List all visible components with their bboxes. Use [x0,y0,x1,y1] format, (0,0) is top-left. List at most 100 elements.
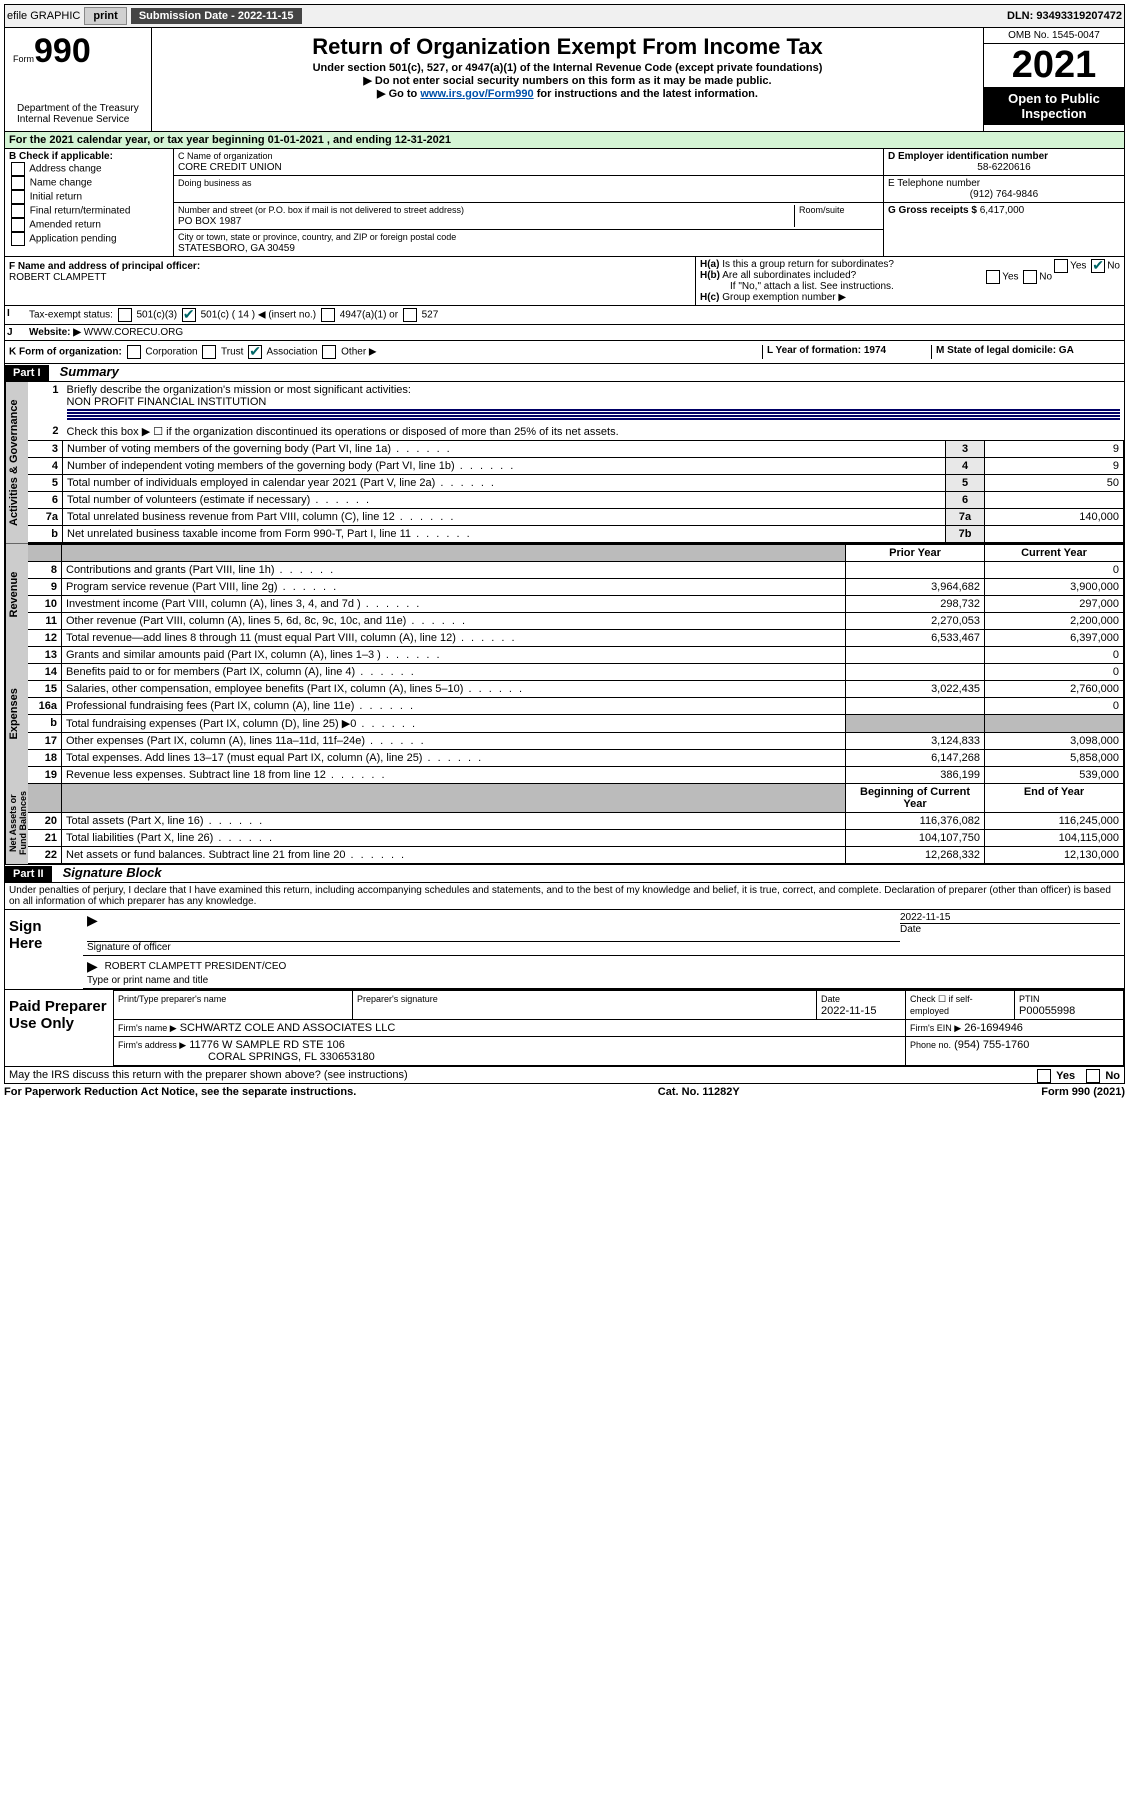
subtitle-1: Under section 501(c), 527, or 4947(a)(1)… [156,62,979,74]
table-row: 22Net assets or fund balances. Subtract … [27,847,1124,864]
chk-final-return[interactable]: Final return/terminated [9,204,169,218]
print-button[interactable]: print [84,7,126,25]
ha-no[interactable] [1091,259,1105,273]
website-row: J Website: ▶ WWW.CORECU.ORG [4,325,1125,341]
chk-other[interactable] [322,345,336,359]
chk-initial-return[interactable]: Initial return [9,190,169,204]
subtitle-2: Do not enter social security numbers on … [156,74,979,87]
omb-number: OMB No. 1545-0047 [984,28,1124,44]
box-c: C Name of organizationCORE CREDIT UNION … [174,149,884,256]
firm-addr1: 11776 W SAMPLE RD STE 106 [189,1039,345,1051]
hb-yes[interactable] [986,270,1000,284]
table-row: 20Total assets (Part X, line 16)116,376,… [27,813,1124,830]
table-row: 10Investment income (Part VIII, column (… [27,596,1124,613]
table-row: 8Contributions and grants (Part VIII, li… [27,562,1124,579]
hb-no[interactable] [1023,270,1037,284]
chk-pending[interactable]: Application pending [9,232,169,246]
status-website-block: I Tax-exempt status: 501(c)(3) 501(c) ( … [4,306,1125,325]
submission-date: Submission Date - 2022-11-15 [131,8,302,24]
officer-name: ROBERT CLAMPETT PRESIDENT/CEO [105,961,287,972]
chk-name-change[interactable]: Name change [9,176,169,190]
chk-corp[interactable] [127,345,141,359]
gross-receipts: 6,417,000 [980,205,1025,216]
table-row: 14Benefits paid to or for members (Part … [27,664,1124,681]
declaration: Under penalties of perjury, I declare th… [4,883,1125,910]
form-title: Return of Organization Exempt From Incom… [156,34,979,60]
table-row: 18Total expenses. Add lines 13–17 (must … [27,750,1124,767]
phone: (912) 764-9846 [888,189,1120,200]
form-header: Form990 Department of the Treasury Inter… [4,28,1125,132]
chk-assoc[interactable] [248,345,262,359]
tab-expenses: Expenses [5,645,28,783]
table-row: 17Other expenses (Part IX, column (A), l… [27,733,1124,750]
v4: 9 [985,458,1124,475]
officer-group-block: F Name and address of principal officer:… [4,257,1125,306]
chk-4947[interactable] [321,308,335,322]
prep-date: 2022-11-15 [821,1005,876,1017]
table-row: 9Program service revenue (Part VIII, lin… [27,579,1124,596]
box-d: D Employer identification number58-62206… [884,149,1124,256]
top-toolbar: efile GRAPHIC print Submission Date - 20… [4,4,1125,28]
v7a: 140,000 [985,509,1124,526]
chk-trust[interactable] [202,345,216,359]
firm-name: SCHWARTZ COLE AND ASSOCIATES LLC [180,1022,396,1034]
chk-amended[interactable]: Amended return [9,218,169,232]
table-row: 12Total revenue—add lines 8 through 11 (… [27,630,1124,647]
v7b [985,526,1124,543]
dln-label: DLN: 93493319207472 [1007,10,1122,22]
may-yes[interactable] [1037,1069,1051,1083]
table-row: 21Total liabilities (Part X, line 26)104… [27,830,1124,847]
street-address: PO BOX 1987 [178,216,241,227]
firm-ein: 26-1694946 [964,1022,1023,1034]
ptin: P00055998 [1019,1005,1075,1017]
v6 [985,492,1124,509]
line-a: For the 2021 calendar year, or tax year … [4,132,1125,149]
year-formation: L Year of formation: 1974 [767,345,886,356]
tab-netassets: Net Assets or Fund Balances [5,782,28,864]
chk-527[interactable] [403,308,417,322]
subtitle-3: Go to www.irs.gov/Form990 for instructio… [156,87,979,100]
chk-501c3[interactable] [118,308,132,322]
table-row: 11Other revenue (Part VIII, column (A), … [27,613,1124,630]
form-number: 990 [34,32,91,70]
mission: NON PROFIT FINANCIAL INSTITUTION [67,396,267,408]
page-footer: For Paperwork Reduction Act Notice, see … [4,1084,1125,1100]
chk-address-change[interactable]: Address change [9,162,169,176]
may-no[interactable] [1086,1069,1100,1083]
irs-link[interactable]: www.irs.gov/Form990 [420,88,533,100]
part1-body: Activities & Governance 1 Briefly descri… [4,382,1125,544]
part1-header: Part I Summary [4,364,1125,382]
v3: 9 [985,441,1124,458]
form-of-org-row: K Form of organization: Corporation Trus… [4,341,1125,364]
efile-label: efile GRAPHIC [7,10,80,22]
principal-officer: ROBERT CLAMPETT [9,272,106,283]
website: WWW.CORECU.ORG [84,327,183,338]
tab-revenue: Revenue [5,544,28,645]
firm-addr2: CORAL SPRINGS, FL 330653180 [118,1051,375,1063]
chk-501c[interactable] [182,308,196,322]
table-row: 15Salaries, other compensation, employee… [27,681,1124,698]
city-state-zip: STATESBORO, GA 30459 [178,243,295,254]
form-label: Form [13,54,34,64]
firm-phone: (954) 755-1760 [954,1039,1029,1051]
dept-label: Department of the Treasury Internal Reve… [13,101,143,127]
org-name: CORE CREDIT UNION [178,162,282,173]
tab-activities: Activities & Governance [5,382,28,543]
ein: 58-6220616 [888,162,1120,173]
table-row: 13Grants and similar amounts paid (Part … [27,647,1124,664]
ha-yes[interactable] [1054,259,1068,273]
table-row: 19Revenue less expenses. Subtract line 1… [27,767,1124,784]
sig-date: 2022-11-15 [900,912,950,923]
may-discuss-row: May the IRS discuss this return with the… [4,1067,1125,1084]
box-b: B Check if applicable: Address change Na… [5,149,174,256]
inspection-label: Open to Public Inspection [984,87,1124,125]
v5: 50 [985,475,1124,492]
state-domicile: M State of legal domicile: GA [936,345,1074,356]
part1-financials: Revenue Expenses Net Assets or Fund Bala… [4,544,1125,865]
sign-here-block: Sign Here Signature of officer 2022-11-1… [4,910,1125,990]
tax-year: 2021 [984,44,1124,87]
table-row: 16aProfessional fundraising fees (Part I… [27,698,1124,715]
part2-header: Part II Signature Block [4,865,1125,883]
paid-preparer-block: Paid Preparer Use Only Print/Type prepar… [4,990,1125,1067]
table-row: bTotal fundraising expenses (Part IX, co… [27,715,1124,733]
